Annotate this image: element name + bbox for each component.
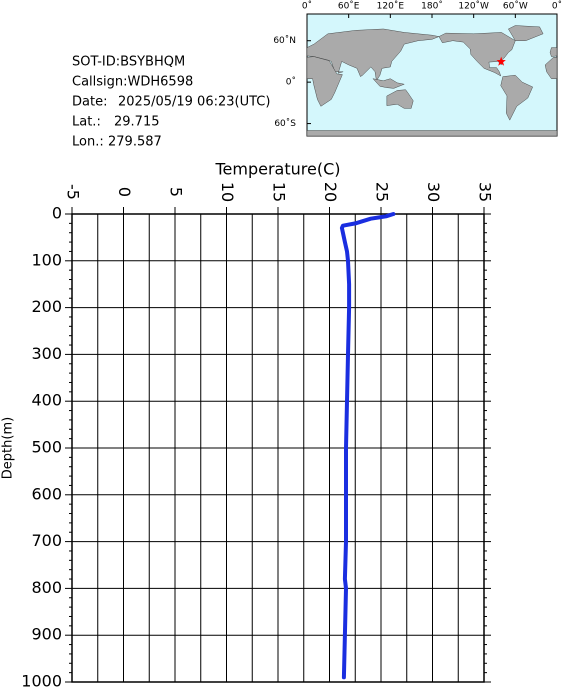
depth-tick-label: 600 <box>31 484 62 503</box>
lon: 279.587 <box>108 135 162 150</box>
sot-id: SOT-ID:BSYBHQM <box>72 55 185 70</box>
continents <box>306 25 558 137</box>
date-label: Date: <box>72 95 107 110</box>
station-marker <box>496 56 506 66</box>
temperature-tick-label: 10 <box>218 182 237 202</box>
map-x-tick-label: 120˚W <box>458 1 489 12</box>
map-x-tick-label: 60˚W <box>503 1 528 12</box>
date: 2025/05/19 06:23(UTC) <box>118 95 270 110</box>
temperature-profile <box>339 212 396 680</box>
callsign: Callsign:WDH6598 <box>72 75 193 90</box>
depth-tick-label: 800 <box>31 578 62 597</box>
temperature-tick-label: 25 <box>373 182 392 202</box>
depth-tick-label: 900 <box>31 625 62 644</box>
map-x-tick-label: 60˚E <box>338 1 360 12</box>
map-x-tick-label: 180˚ <box>421 1 443 12</box>
depth-tick-label: 700 <box>31 531 62 550</box>
depth-tick-label: 0 <box>52 204 62 223</box>
temperature-tick-label: 30 <box>424 182 443 202</box>
temperature-tick-label: -5 <box>64 184 83 200</box>
depth-tick-label: 1000 <box>21 672 62 690</box>
depth-tick-label: 400 <box>31 391 62 410</box>
map-x-tick-label: 0˚ <box>552 1 562 12</box>
temperature-tick-label: 5 <box>167 187 186 197</box>
depth-tick-label: 100 <box>31 250 62 269</box>
map-y-tick-label: 60˚N <box>273 35 296 46</box>
lat-label: Lat.: <box>72 115 101 130</box>
map-y-tick-label: 60˚S <box>274 118 296 129</box>
map-y-tick-label: 0˚ <box>286 77 296 88</box>
temperature-tick-label: 0 <box>115 187 134 197</box>
temperature-tick-label: 20 <box>321 182 340 202</box>
lat: 29.715 <box>114 115 160 130</box>
map-x-tick-label: 0˚ <box>302 1 312 12</box>
depth-tick-label: 500 <box>31 438 62 457</box>
temperature-tick-label: 35 <box>476 182 495 202</box>
map-x-tick-label: 120˚E <box>377 1 405 12</box>
depth-tick-label: 300 <box>31 344 62 363</box>
temperature-axis-title: Temperature(C) <box>214 160 340 179</box>
depth-tick-label: 200 <box>31 297 62 316</box>
temperature-tick-label: 15 <box>270 182 289 202</box>
lon-label: Lon.: <box>72 135 104 150</box>
depth-axis-title: Depth(m) <box>1 417 16 479</box>
